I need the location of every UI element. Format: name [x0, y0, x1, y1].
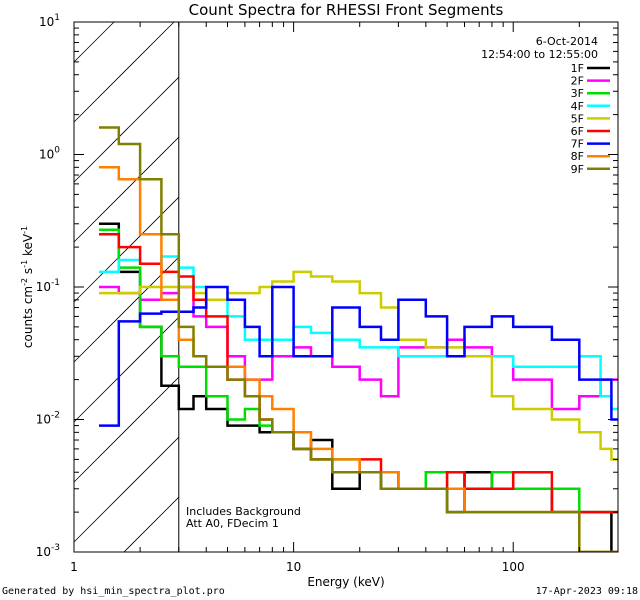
hatch-line: [73, 136, 180, 243]
hatch-line: [73, 76, 180, 183]
series-layer: [99, 126, 618, 552]
series-8F: [99, 166, 618, 552]
legend-label-9F: 9F: [571, 163, 584, 176]
hatch-line: [73, 376, 180, 483]
hatch-line: [73, 21, 115, 63]
hatch-line: [73, 436, 180, 543]
footer-generated-by: Generated by hsi_min_spectra_plot.pro: [2, 586, 225, 597]
hatch-line: [73, 316, 180, 423]
legend-label-3F: 3F: [571, 87, 584, 100]
chart-title: Count Spectra for RHESSI Front Segments: [189, 1, 504, 19]
legend-label-6F: 6F: [571, 125, 584, 138]
x-axis-label: Energy (keV): [307, 575, 384, 589]
legend-label-1F: 1F: [571, 62, 584, 75]
y-tick-label: 100: [39, 146, 60, 162]
axis-ticks: 1 10 100 101 100 10-1 10-2 10-3: [36, 13, 619, 574]
hatch-line: [123, 496, 180, 553]
x-tick-label: 10: [286, 560, 301, 574]
footer-timestamp: 17-Apr-2023 09:18: [536, 586, 638, 597]
annotation-background: Includes Background: [186, 505, 301, 518]
y-tick-label: 10-1: [36, 278, 60, 294]
legend-label-5F: 5F: [571, 112, 584, 125]
series-7F: [99, 285, 618, 427]
series-5F: [99, 270, 618, 461]
y-tick-label: 10-3: [36, 543, 60, 559]
series-9F: [99, 126, 618, 552]
annotation-attenuator: Att A0, FDecim 1: [186, 517, 279, 530]
legend-label-2F: 2F: [571, 75, 584, 88]
legend-label-8F: 8F: [571, 150, 584, 163]
y-tick-label: 101: [39, 13, 60, 29]
y-axis-label: counts cm-2 s-1 keV-1: [20, 226, 35, 348]
hatch-line: [73, 21, 175, 123]
time-range-label: 12:54:00 to 12:55:00: [481, 48, 598, 61]
legend-label-4F: 4F: [571, 100, 584, 113]
x-tick-label: 1: [70, 560, 78, 574]
date-label: 6-Oct-2014: [536, 35, 598, 48]
y-tick-label: 10-2: [36, 411, 60, 427]
legend-label-7F: 7F: [571, 138, 584, 151]
x-tick-label: 100: [502, 560, 525, 574]
